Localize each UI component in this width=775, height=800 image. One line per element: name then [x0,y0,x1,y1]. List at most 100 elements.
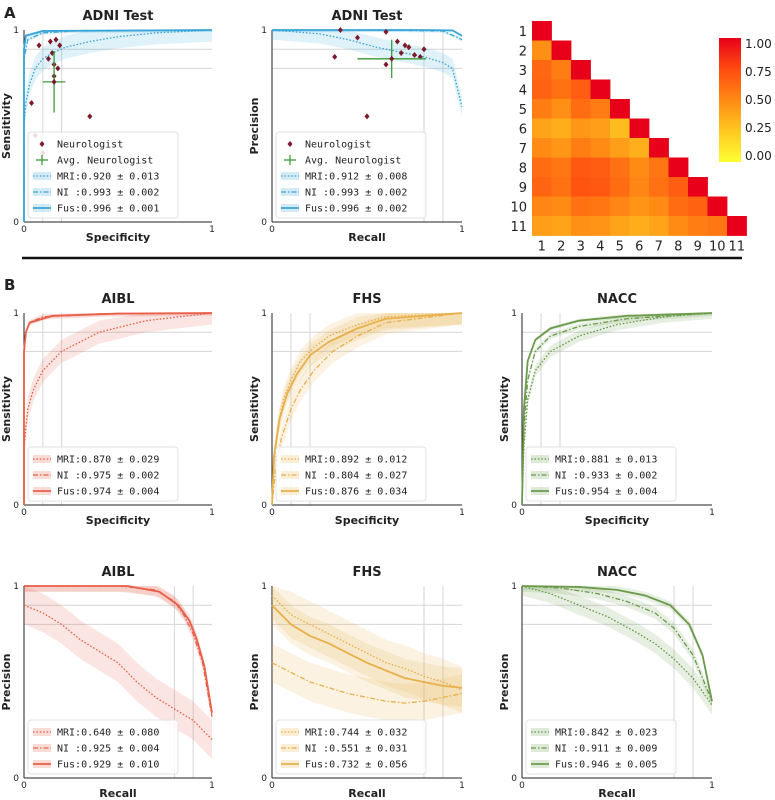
heatmap-cell [610,118,630,139]
heatmap-cell [688,196,708,217]
nacc-pr-ylabel: Precision [498,654,511,711]
aibl-pr-xtick-0: 0 [21,781,27,791]
aibl-pr-legend-label: NI :0.925 ± 0.004 [57,744,159,755]
heatmap-cell [668,177,689,197]
fhs-pr-xtick-0: 0 [269,781,275,791]
heatmap-col-label: 5 [616,240,624,255]
nacc-roc-xtick-0: 0 [519,508,525,518]
nacc-roc-chart: NACC Specificity Sensitivity 0 1 0 1 MRI:0.881 … [498,292,715,527]
heatmap-cell [688,216,708,236]
heatmap-cell [551,157,572,178]
nacc-roc-series-0 [521,312,713,506]
heatmap-col-label: 2 [557,240,565,255]
fhs-roc-ylabel: Sensitivity [248,376,261,442]
aibl-roc-title: AIBL [101,292,134,307]
heatmap-cell [571,196,591,217]
adni-roc-legend-neuro-marker [39,141,45,147]
aibl-roc-legend [27,446,179,502]
adni-pr-ylabel: Precision [248,98,261,155]
heatmap-cell [551,79,572,100]
fhs-pr-xtick-1: 1 [459,781,465,791]
fhs-pr-legend [275,719,427,775]
adni-pr-legend-swatch [281,172,299,180]
adni-roc-series-1 [23,29,213,222]
heatmap-cell [629,196,650,217]
adni-pr-legend-neuro-marker [287,141,293,147]
heatmap-row-label: 9 [519,181,527,196]
aibl-roc-xtick-0: 0 [21,508,27,518]
aibl-roc-ytick-0: 0 [13,501,19,511]
adni-roc-ylabel: Sensitivity [0,93,13,159]
heatmap-cell [590,138,611,158]
adni-roc-neurologist-point [29,99,35,106]
nacc-pr-chart: NACC Recall Precision 0 1 0 1 MRI:0.842 ± 0.023… [498,565,715,800]
heatmap-cell [590,196,611,217]
heatmap-cell [590,79,611,100]
aibl-pr-ytick-0: 0 [13,774,19,784]
nacc-roc-legend-swatch [531,455,549,463]
aibl-roc-legend-label: NI :0.975 ± 0.002 [57,471,159,482]
adni-pr-neurologist-point [394,38,400,45]
heatmap-row-label: 5 [519,103,527,118]
heatmap-cell [532,216,552,236]
adni-roc-legend-swatch [33,172,51,180]
aibl-pr-legend-label: MRI:0.640 ± 0.080 [57,728,159,739]
heatmap-cell [571,60,591,80]
panel-label-b: B [4,276,15,294]
heatmap-col-label: 8 [674,240,682,255]
nacc-roc-ytick-1: 1 [511,309,517,319]
adni-pr-neurologist-point [383,28,389,35]
adni-pr-neurologist-point [402,42,408,49]
heatmap-col-label: 7 [655,240,663,255]
heatmap-cell [629,216,650,236]
heatmap-cell [649,177,669,197]
aibl-roc-series-0 [23,312,213,505]
nacc-pr-series-2 [521,585,713,702]
heatmap-cell [590,157,611,178]
fhs-pr-legend-label: Fus:0.732 ± 0.056 [305,760,407,771]
heatmap-cell [590,177,611,197]
fhs-roc-legend-label: Fus:0.876 ± 0.034 [305,487,407,498]
fhs-pr-legend-swatch [281,728,299,736]
heatmap-cell [551,177,572,197]
nacc-pr-band-1 [522,586,712,707]
fhs-pr-band-0 [272,586,462,713]
fhs-pr-legend-label: MRI:0.744 ± 0.032 [305,728,407,739]
fhs-pr-ylabel: Precision [248,654,261,711]
heatmap-cell [649,216,669,236]
fhs-roc-series-2 [271,312,463,506]
adni-roc-series-2 [23,29,213,222]
heatmap-cell [649,196,669,217]
heatmap-cell [668,157,689,178]
fhs-pr-ytick-0: 0 [261,774,267,784]
fhs-pr-band-2 [272,586,462,707]
adni-roc-neurologist-point [47,38,53,45]
corr-heatmap: 112233445566778899101011111.000.750.500.… [510,21,772,255]
fhs-roc-xtick-1: 1 [459,508,465,518]
heatmap-row-label: 4 [519,83,527,98]
nacc-pr-ytick-0: 0 [511,774,517,784]
adni-roc-neurologist-point [36,42,42,49]
aibl-pr-xlabel: Recall [99,787,136,800]
fhs-roc-band-1 [272,313,462,505]
fhs-roc-legend [275,446,427,502]
adni-pr-neurologist-point [337,27,343,33]
fhs-roc-xtick-0: 0 [269,508,275,518]
nacc-roc-series-2 [521,312,713,506]
heatmap-cell [551,99,572,119]
nacc-roc-legend [525,446,677,502]
adni-roc-legend-label: Neurologist [57,140,123,151]
heatmap-cell [629,157,650,178]
heatmap-cell [629,138,650,158]
heatmap-cell [649,138,669,158]
nacc-pr-legend-swatch [531,744,549,752]
adni-pr-xtick-0: 0 [269,225,275,235]
aibl-roc-ytick-1: 1 [13,309,19,319]
heatmap-row-label: 6 [519,122,527,137]
fhs-pr-series-0 [271,595,463,691]
adni-roc-band-0 [24,30,212,222]
adni-pr-neurologist-point [332,53,338,60]
adni-roc-chart: ADNI Test Specificity Sensitivity 0 1 0 1 Neuro… [0,9,215,244]
nacc-roc-ytick-0: 0 [511,501,517,511]
